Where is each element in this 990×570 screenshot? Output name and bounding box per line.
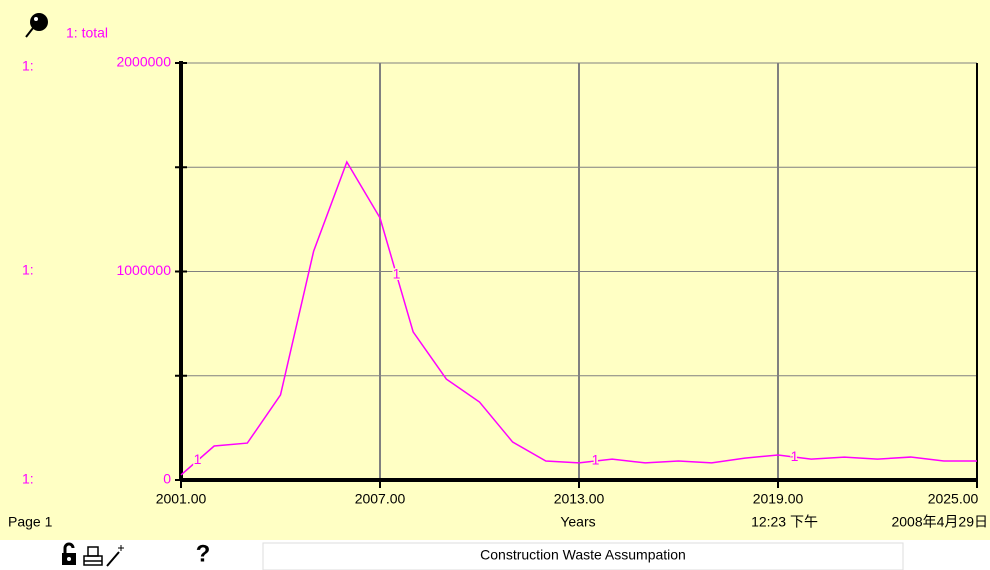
axis-prefix: 1: xyxy=(22,471,34,487)
print-icon[interactable] xyxy=(83,546,103,566)
pin-icon[interactable] xyxy=(25,13,48,38)
background xyxy=(0,0,990,540)
x-axis-label: Years xyxy=(560,514,595,530)
x-tick-label: 2001.00 xyxy=(156,491,207,507)
axis-prefix: 1: xyxy=(22,58,34,74)
y-tick-label: 2000000 xyxy=(116,54,171,70)
title-box xyxy=(262,542,904,570)
wand-icon[interactable] xyxy=(106,545,124,567)
x-tick-label: 2013.00 xyxy=(554,491,605,507)
date: 2008年4月29日 xyxy=(891,514,988,530)
page-label: Page 1 xyxy=(8,514,53,530)
x-tick-label: 2019.00 xyxy=(753,491,804,507)
chart-title: Construction Waste Assumpation xyxy=(480,547,686,563)
x-tick-label: 2007.00 xyxy=(355,491,406,507)
line-label: 1 xyxy=(791,448,799,464)
legend-entry: 1: total xyxy=(66,25,108,41)
line-label: 1 xyxy=(194,451,202,467)
lock-icon[interactable] xyxy=(62,542,76,565)
data-line xyxy=(180,160,977,476)
axis-prefix: 1: xyxy=(22,262,34,278)
line-label: 1 xyxy=(393,266,401,282)
y-tick-label: 1000000 xyxy=(116,262,171,278)
line-label: 1 xyxy=(592,452,600,468)
time: 12:23 下午 xyxy=(751,514,818,530)
help-icon[interactable]: ? xyxy=(196,540,211,567)
y-tick-label: 0 xyxy=(163,471,171,487)
x-tick-label: 2025.00 xyxy=(928,491,979,507)
